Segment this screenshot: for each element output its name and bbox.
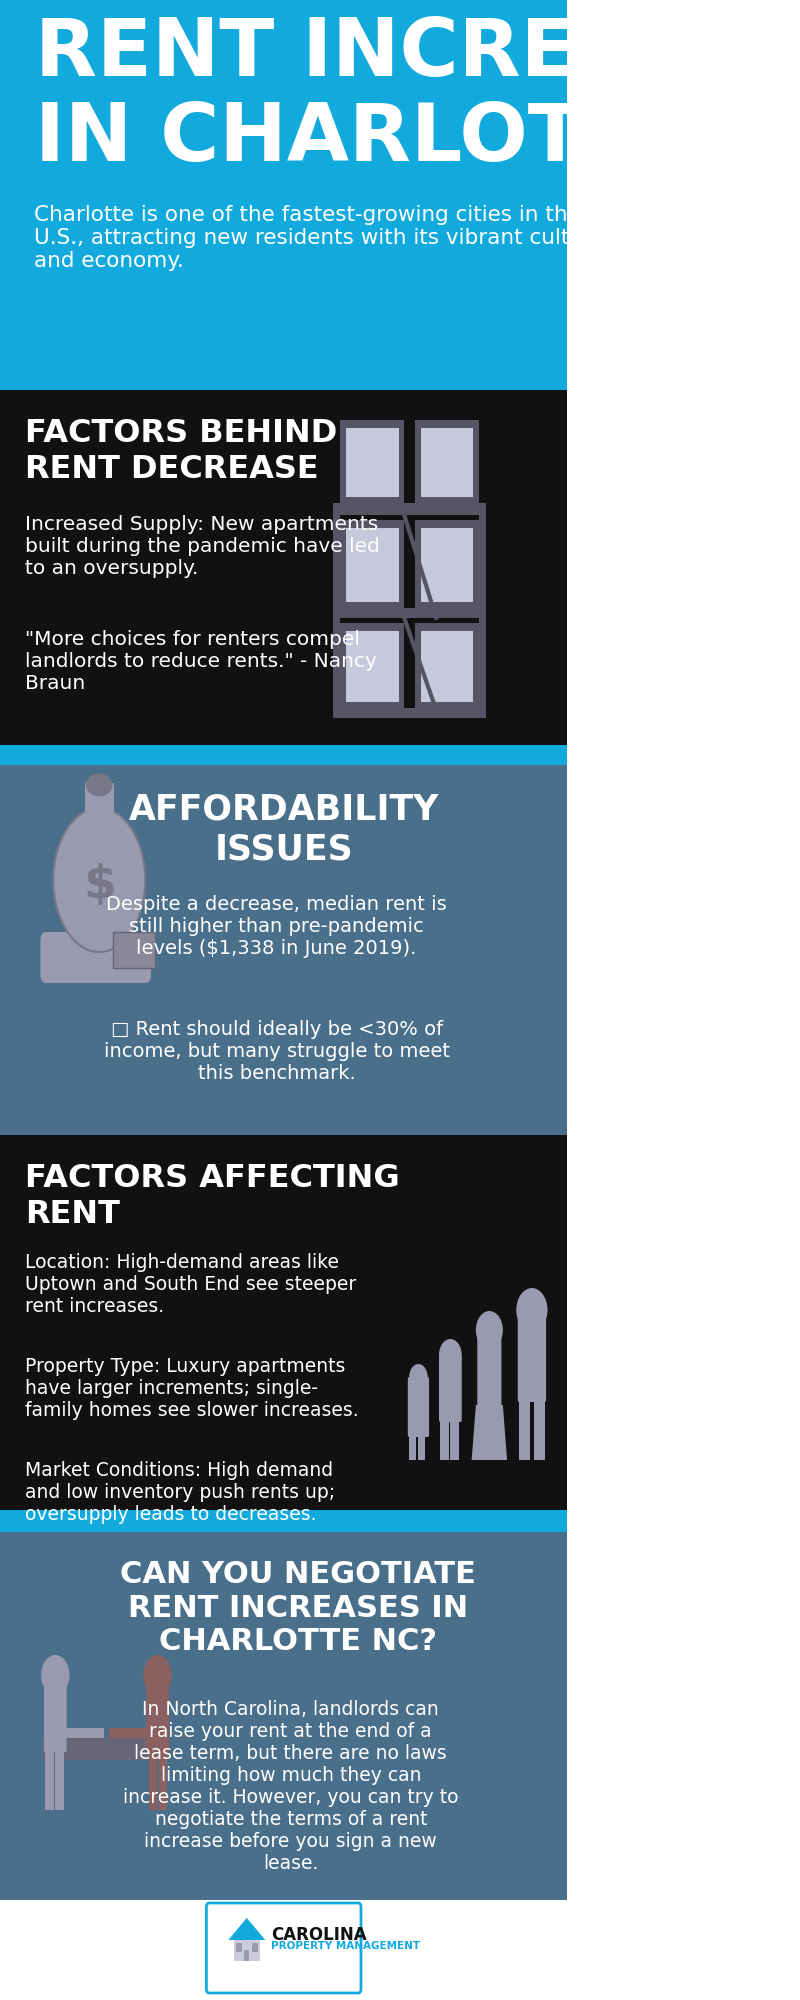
- Text: Location: High-demand areas like
Uptown and South End see steeper
rent increases: Location: High-demand areas like Uptown …: [25, 1252, 356, 1316]
- Text: AFFORDABILITY
ISSUES: AFFORDABILITY ISSUES: [129, 792, 439, 866]
- Bar: [334, 502, 486, 514]
- Text: Property Type: Luxury apartments
have larger increments; single-
family homes se: Property Type: Luxury apartments have la…: [25, 1356, 358, 1420]
- Text: CAROLINA: CAROLINA: [271, 1926, 366, 1944]
- Circle shape: [41, 1656, 70, 1696]
- Bar: [334, 708, 486, 718]
- Bar: [478, 502, 486, 718]
- Circle shape: [439, 1340, 462, 1372]
- Bar: [418, 1432, 425, 1460]
- Text: Market Conditions: High demand
and low inventory push rents up;
oversupply leads: Market Conditions: High demand and low i…: [25, 1460, 335, 1524]
- Bar: [0, 1510, 567, 1532]
- Text: □ Rent should ideally be <30% of
income, but many struggle to meet
this benchmar: □ Rent should ideally be <30% of income,…: [103, 1020, 450, 1084]
- Text: Charlotte is one of the fastest-growing cities in the
U.S., attracting new resid: Charlotte is one of the fastest-growing …: [34, 206, 605, 272]
- FancyBboxPatch shape: [44, 1676, 66, 1752]
- Bar: [421, 528, 473, 602]
- Bar: [42, 1738, 170, 1760]
- Polygon shape: [228, 1918, 266, 1940]
- Bar: [236, 1944, 242, 1952]
- Bar: [415, 520, 478, 610]
- Bar: [109, 1728, 147, 1738]
- Bar: [66, 1728, 104, 1738]
- Bar: [0, 1136, 567, 1510]
- FancyBboxPatch shape: [41, 932, 151, 982]
- Bar: [46, 1748, 54, 1810]
- Bar: [450, 1416, 459, 1460]
- Bar: [244, 1950, 250, 1962]
- FancyBboxPatch shape: [478, 1330, 502, 1408]
- FancyBboxPatch shape: [518, 1310, 546, 1402]
- FancyBboxPatch shape: [408, 1376, 429, 1436]
- Bar: [519, 1396, 530, 1460]
- Circle shape: [410, 1364, 428, 1390]
- Circle shape: [476, 1312, 503, 1348]
- Bar: [410, 1432, 416, 1460]
- Bar: [0, 764, 567, 1136]
- Bar: [158, 1758, 166, 1810]
- Text: FACTORS AFFECTING
RENT: FACTORS AFFECTING RENT: [25, 1164, 399, 1230]
- Text: Despite a decrease, median rent is
still higher than pre-pandemic
levels ($1,338: Despite a decrease, median rent is still…: [106, 896, 447, 958]
- Circle shape: [516, 1288, 547, 1332]
- FancyBboxPatch shape: [146, 1676, 169, 1752]
- Circle shape: [143, 1656, 172, 1696]
- Text: PROPERTY MANAGEMENT: PROPERTY MANAGEMENT: [271, 1940, 420, 1952]
- Bar: [0, 390, 567, 744]
- Bar: [0, 1900, 567, 2000]
- Bar: [346, 632, 398, 702]
- Bar: [114, 932, 154, 968]
- Bar: [421, 632, 473, 702]
- Text: IN CHARLOTTE NC: IN CHARLOTTE NC: [35, 100, 800, 178]
- Bar: [334, 502, 341, 718]
- Bar: [46, 1758, 54, 1810]
- Bar: [415, 624, 478, 710]
- Bar: [341, 520, 404, 610]
- Text: $: $: [82, 864, 116, 908]
- FancyBboxPatch shape: [439, 1356, 462, 1422]
- Bar: [341, 624, 404, 710]
- Text: RENT INCREASES: RENT INCREASES: [35, 14, 800, 92]
- Bar: [534, 1396, 545, 1460]
- Bar: [346, 528, 398, 602]
- Bar: [341, 420, 404, 504]
- Ellipse shape: [86, 774, 113, 796]
- Bar: [149, 1748, 158, 1810]
- Bar: [0, 0, 567, 390]
- Text: CAN YOU NEGOTIATE
RENT INCREASES IN
CHARLOTTE NC?: CAN YOU NEGOTIATE RENT INCREASES IN CHAR…: [120, 1560, 476, 1656]
- Bar: [159, 1748, 167, 1810]
- Bar: [0, 1532, 567, 1900]
- Bar: [334, 608, 486, 618]
- Bar: [234, 1940, 260, 1962]
- Bar: [0, 744, 567, 764]
- Bar: [421, 428, 473, 496]
- Bar: [252, 1944, 258, 1952]
- Ellipse shape: [54, 808, 146, 952]
- Bar: [55, 1748, 64, 1810]
- Text: In North Carolina, landlords can
raise your rent at the end of a
lease term, but: In North Carolina, landlords can raise y…: [123, 1700, 458, 1872]
- FancyBboxPatch shape: [206, 1904, 361, 1992]
- Bar: [346, 428, 398, 496]
- Polygon shape: [472, 1404, 507, 1460]
- Bar: [441, 1416, 449, 1460]
- Text: Increased Supply: New apartments
built during the pandemic have led
to an oversu: Increased Supply: New apartments built d…: [25, 514, 380, 578]
- Text: FACTORS BEHIND
RENT DECREASE: FACTORS BEHIND RENT DECREASE: [25, 418, 337, 484]
- Text: "More choices for renters compel
landlords to reduce rents." - Nancy
Braun: "More choices for renters compel landlor…: [25, 630, 377, 694]
- Bar: [85, 782, 114, 818]
- Bar: [415, 420, 478, 504]
